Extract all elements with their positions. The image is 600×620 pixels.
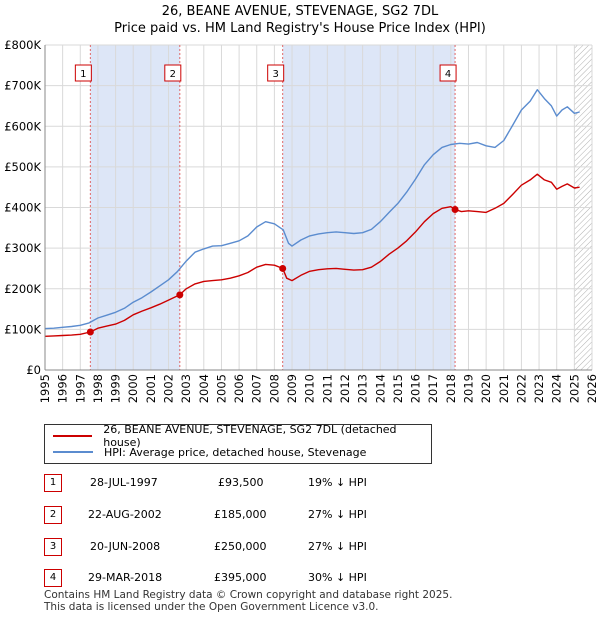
- legend-label-hpi: HPI: Average price, detached house, Stev…: [104, 445, 367, 459]
- x-tick-label: 2009: [285, 374, 299, 403]
- y-tick-label: £100K: [4, 322, 41, 336]
- sale-row: 4 29-MAR-2018 £395,000 30% ↓ HPI: [44, 569, 424, 587]
- legend-label-property: 26, BEANE AVENUE, STEVENAGE, SG2 7DL (de…: [103, 423, 397, 449]
- x-tick-label: 2010: [303, 374, 317, 403]
- x-tick-label: 2015: [391, 374, 405, 403]
- x-tick-label: 2011: [320, 374, 334, 403]
- sale-label-text: 2: [170, 69, 176, 80]
- sale-point: [279, 264, 287, 272]
- y-tick-label: £200K: [4, 282, 41, 296]
- sale-number-badge: 4: [44, 569, 62, 587]
- y-tick-label: £800K: [4, 38, 41, 52]
- sale-point: [86, 328, 94, 336]
- x-tick-label: 1998: [91, 374, 105, 403]
- property-series-line: [44, 173, 580, 337]
- x-tick-label: 2013: [356, 374, 370, 403]
- y-tick-label: £500K: [4, 160, 41, 174]
- sale-price: £93,500: [218, 476, 264, 489]
- sale-hpi-diff: 30% ↓ HPI: [308, 571, 367, 584]
- chart-subtitle: Price paid vs. HM Land Registry's House …: [114, 21, 486, 36]
- x-tick-label: 2008: [267, 374, 281, 403]
- sale-label-box: [74, 64, 92, 82]
- sale-point: [176, 291, 184, 299]
- sale-row: 2 22-AUG-2002 £185,000 27% ↓ HPI: [44, 506, 424, 524]
- x-tick-label: 2001: [144, 374, 158, 403]
- x-tick-label: 2012: [338, 374, 352, 403]
- sale-row: 1 28-JUL-1997 £93,500 19% ↓ HPI: [44, 474, 424, 492]
- sale-price: £250,000: [214, 540, 267, 553]
- y-tick-label: £600K: [4, 119, 41, 133]
- y-tick-label: £300K: [4, 241, 41, 255]
- copyright-notice: Contains HM Land Registry data © Crown c…: [44, 589, 453, 601]
- footer: Contains HM Land Registry data © Crown c…: [44, 589, 452, 613]
- sale-number-badge: 3: [44, 538, 62, 556]
- price-chart: 1 2 3 4 £0 £100K £200K £300K £400K £500K £600K £70…: [4, 38, 599, 403]
- x-tick-label: 1997: [73, 374, 87, 403]
- sale-hpi-diff: 19% ↓ HPI: [308, 476, 367, 489]
- x-tick-label: 2026: [585, 374, 599, 403]
- x-tick-label: 2007: [250, 374, 264, 403]
- legend-item-hpi: HPI: Average price, detached house, Stev…: [53, 444, 366, 460]
- sale-label-box: [267, 64, 285, 82]
- y-tick-label: £0: [26, 363, 41, 377]
- x-tick-label: 2004: [197, 374, 211, 403]
- x-tick-label: 2016: [409, 374, 423, 403]
- sale-label-box: [164, 64, 182, 82]
- x-tick-label: 2000: [126, 374, 140, 403]
- sale-date: 29-MAR-2018: [88, 571, 163, 584]
- x-tick-label: 2014: [373, 374, 387, 403]
- licence-notice: This data is licensed under the Open Gov…: [44, 601, 379, 613]
- chart-title: 26, BEANE AVENUE, STEVENAGE, SG2 7DL: [161, 4, 439, 19]
- sale-price: £395,000: [214, 571, 267, 584]
- x-tick-label: 2019: [461, 374, 475, 403]
- x-tick-label: 2023: [532, 374, 546, 403]
- sale-label-box: [439, 64, 457, 82]
- sale-date: 22-AUG-2002: [88, 508, 162, 521]
- x-tick-label: 2002: [162, 374, 176, 403]
- x-tick-label: 2021: [497, 374, 511, 403]
- sale-hpi-diff: 27% ↓ HPI: [308, 508, 367, 521]
- legend-swatch-hpi: [53, 451, 93, 453]
- x-tick-label: 2003: [179, 374, 193, 403]
- sale-date: 20-JUN-2008: [90, 540, 161, 553]
- x-tick-label: 2025: [567, 374, 581, 403]
- x-tick-label: 2006: [232, 374, 246, 403]
- y-tick-label: £400K: [4, 201, 41, 215]
- x-tick-label: 1996: [56, 374, 70, 403]
- sale-label-text: 1: [80, 69, 86, 80]
- sale-row: 3 20-JUN-2008 £250,000 27% ↓ HPI: [44, 538, 424, 556]
- sale-date: 28-JUL-1997: [90, 476, 158, 489]
- sale-hpi-diff: 27% ↓ HPI: [308, 540, 367, 553]
- x-tick-label: 1995: [38, 374, 52, 403]
- sale-price: £185,000: [214, 508, 267, 521]
- x-tick-label: 2022: [514, 374, 528, 403]
- sale-point: [451, 206, 459, 214]
- x-tick-label: 2005: [214, 374, 228, 403]
- x-tick-label: 2020: [479, 374, 493, 403]
- y-tick-label: £700K: [4, 79, 41, 93]
- x-tick-label: 1999: [109, 374, 123, 403]
- sale-number-badge: 2: [44, 506, 62, 524]
- sale-label-text: 3: [272, 69, 278, 80]
- legend-swatch-property: [53, 435, 93, 437]
- x-tick-label: 2024: [550, 374, 564, 403]
- x-tick-label: 2018: [444, 374, 458, 403]
- sale-label-text: 4: [445, 69, 451, 80]
- hpi-series-line: [44, 89, 580, 330]
- legend-item-property: 26, BEANE AVENUE, STEVENAGE, SG2 7DL (de…: [53, 423, 431, 449]
- x-tick-label: 2017: [426, 374, 440, 403]
- sale-number-badge: 1: [44, 474, 62, 492]
- legend: 26, BEANE AVENUE, STEVENAGE, SG2 7DL (de…: [44, 423, 432, 464]
